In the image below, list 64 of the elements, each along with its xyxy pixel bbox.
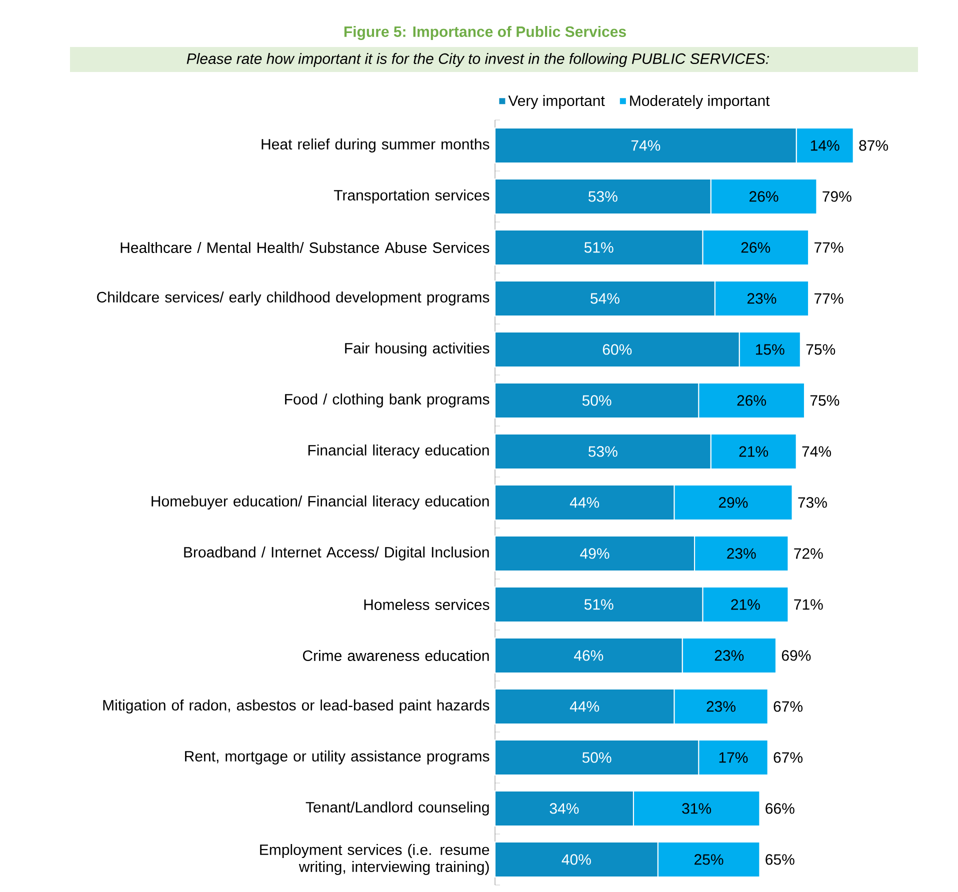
data-label: 44%	[570, 701, 600, 712]
data-label: 74%	[631, 140, 660, 151]
total-label: 77%	[814, 242, 844, 253]
data-label: 23%	[747, 293, 776, 304]
data-label: 31%	[682, 803, 712, 814]
total-label: 66%	[766, 803, 794, 814]
data-label: 23%	[714, 650, 744, 661]
data-label: 54%	[590, 293, 620, 304]
data-label: 50%	[582, 752, 612, 763]
data-label: 44%	[570, 497, 600, 508]
total-label: 75%	[806, 344, 836, 355]
y-tick-label: Crime awareness education	[302, 650, 489, 662]
y-tick-label: Financial literacy education	[308, 444, 489, 458]
y-tick-label: Homebuyer education/ Financial literacy education	[152, 496, 489, 510]
legend-label: Very important	[508, 95, 605, 110]
data-label: 17%	[719, 752, 748, 763]
total-label: 87%	[859, 140, 888, 151]
total-label: 67%	[774, 752, 803, 763]
data-label: 46%	[574, 650, 604, 661]
y-tick-label: Food / clothing bank programs	[285, 394, 490, 408]
total-label: 65%	[766, 854, 794, 865]
y-tick-label: Employment services (i.e. resume writing, interviewing training)	[260, 844, 490, 875]
total-label: 77%	[814, 293, 844, 304]
data-label: 23%	[727, 548, 756, 559]
y-tick-label: Childcare services/ early childhood development programs	[97, 292, 490, 306]
data-label: 51%	[584, 242, 614, 253]
data-label: 53%	[588, 191, 618, 202]
y-tick-label: Rent, mortgage or utility assistance programs	[185, 750, 490, 764]
y-tick-label: Healthcare / Mental Health/ Substance Abuse Services	[120, 242, 490, 254]
data-label: 53%	[588, 446, 618, 457]
total-label: 79%	[822, 191, 852, 202]
total-label: 75%	[810, 395, 840, 406]
total-label: 74%	[802, 446, 832, 457]
total-label: 72%	[794, 548, 823, 559]
data-label: 21%	[739, 446, 768, 457]
y-tick-label: Homeless services	[364, 599, 490, 610]
data-label: 25%	[694, 854, 724, 865]
data-label: 40%	[562, 854, 591, 865]
chart-title: Figure 5: Importance of Public Services	[344, 26, 626, 40]
data-label: 15%	[756, 344, 784, 355]
y-tick-label: Tenant/Landlord counseling	[306, 802, 489, 816]
total-label: 69%	[782, 650, 811, 661]
data-label: 23%	[706, 701, 736, 712]
y-tick-label: Mitigation of radon, asbestos or lead-based paint hazards	[103, 700, 490, 714]
data-label: 26%	[737, 395, 766, 406]
total-label: 67%	[774, 701, 803, 712]
data-label: 34%	[550, 803, 579, 814]
chart-subtitle: Please rate how important it is for the City to invest in the following PUBLIC SERVICES:	[186, 53, 769, 67]
data-label: 51%	[584, 599, 614, 610]
data-label: 29%	[718, 497, 748, 508]
y-tick-label: Heat relief during summer months	[262, 138, 490, 152]
data-label: 21%	[731, 599, 760, 610]
y-tick-label: Transportation services	[334, 190, 490, 204]
data-label: 14%	[810, 140, 840, 151]
total-label: 71%	[794, 599, 823, 610]
data-label: 50%	[582, 395, 612, 406]
data-label: 49%	[580, 548, 610, 559]
data-label: 26%	[750, 191, 778, 202]
total-label: 73%	[798, 497, 827, 508]
legend-label: Moderately important	[630, 95, 770, 110]
data-label: 60%	[602, 344, 632, 355]
y-tick-label: Fair housing activities	[345, 342, 490, 356]
data-label: 26%	[741, 242, 770, 253]
y-tick-label: Broadband / Internet Access/ Digital Inclusion	[184, 546, 489, 560]
